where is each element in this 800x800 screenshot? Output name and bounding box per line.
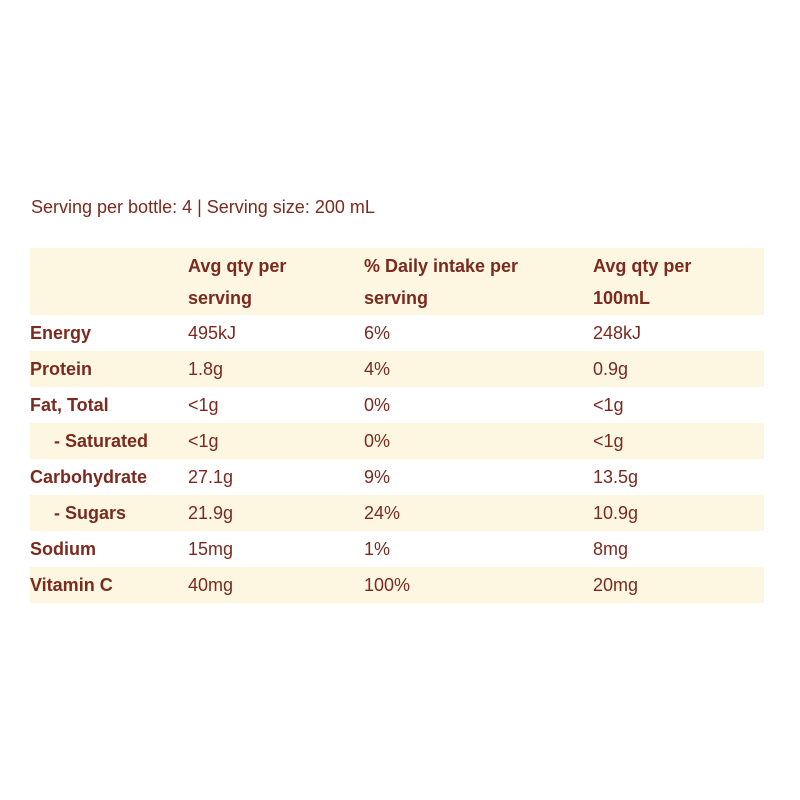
table-row: Protein 1.8g 4% 0.9g (30, 351, 764, 387)
value-per-100ml: 0.9g (593, 358, 629, 379)
header-nutrient (30, 248, 188, 315)
value-per-serving: <1g (188, 394, 219, 415)
value-daily-intake: 1% (364, 538, 391, 559)
value-daily-intake: 4% (364, 358, 391, 379)
value-daily-intake: 6% (364, 322, 391, 343)
header-line: serving (188, 288, 253, 308)
value-per-100ml: 13.5g (593, 466, 639, 487)
nutrient-name: Fat, Total (30, 394, 109, 415)
value-per-serving: 21.9g (188, 502, 234, 523)
nutrient-name: Protein (30, 358, 93, 379)
value-per-100ml: 10.9g (593, 502, 639, 523)
serving-info: Serving per bottle: 4 | Serving size: 20… (31, 197, 375, 217)
value-per-100ml: <1g (593, 394, 624, 415)
value-daily-intake: 100% (364, 574, 411, 595)
value-per-serving: 40mg (188, 574, 234, 595)
table-row: Sodium 15mg 1% 8mg (30, 531, 764, 567)
value-daily-intake: 0% (364, 394, 391, 415)
value-per-serving: 27.1g (188, 466, 234, 487)
table-row: - Saturated <1g 0% <1g (30, 423, 764, 459)
nutrient-name: - Sugars (54, 502, 127, 523)
table-row: Fat, Total <1g 0% <1g (30, 387, 764, 423)
header-line: serving (364, 288, 429, 308)
table-row: - Sugars 21.9g 24% 10.9g (30, 495, 764, 531)
header-line: % Daily intake per (364, 256, 519, 276)
header-line: Avg qty per (593, 256, 692, 276)
table-row: Vitamin C 40mg 100% 20mg (30, 567, 764, 603)
value-per-serving: <1g (188, 430, 219, 451)
value-per-serving: 495kJ (188, 322, 237, 343)
nutrition-table: Avg qty per serving % Daily intake per s… (30, 248, 764, 603)
table-row: Carbohydrate 27.1g 9% 13.5g (30, 459, 764, 495)
nutrient-name: Sodium (30, 538, 96, 559)
value-per-100ml: 20mg (593, 574, 639, 595)
header-line: 100mL (593, 288, 651, 308)
value-per-serving: 15mg (188, 538, 234, 559)
nutrient-name: Carbohydrate (30, 466, 148, 487)
nutrient-name: Energy (30, 322, 92, 343)
table-row: Energy 495kJ 6% 248kJ (30, 315, 764, 351)
value-daily-intake: 0% (364, 430, 391, 451)
header-line: Avg qty per (188, 256, 287, 276)
value-per-100ml: 248kJ (593, 322, 642, 343)
nutrient-name: - Saturated (54, 430, 149, 451)
value-per-100ml: 8mg (593, 538, 629, 559)
value-per-serving: 1.8g (188, 358, 224, 379)
header-per-100ml: Avg qty per 100mL (593, 248, 764, 315)
value-daily-intake: 24% (364, 502, 401, 523)
value-daily-intake: 9% (364, 466, 391, 487)
header-daily-intake: % Daily intake per serving (364, 248, 593, 315)
nutrient-name: Vitamin C (30, 574, 113, 595)
table-header-row: Avg qty per serving % Daily intake per s… (30, 248, 764, 315)
header-per-serving: Avg qty per serving (188, 248, 364, 315)
value-per-100ml: <1g (593, 430, 624, 451)
